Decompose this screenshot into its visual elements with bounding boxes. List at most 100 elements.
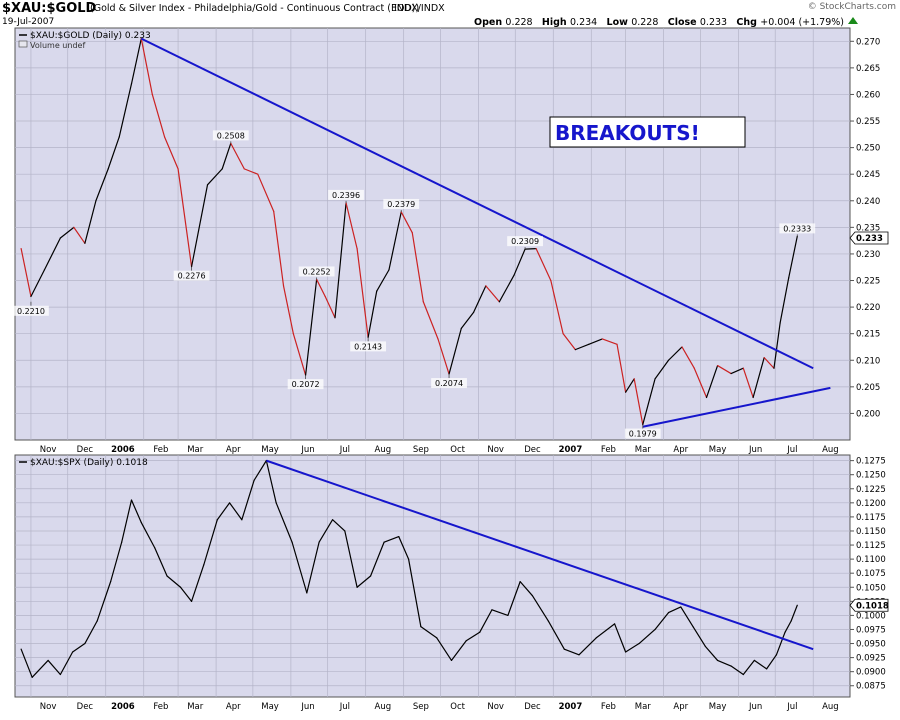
ratio-x-tick-label: Apr <box>673 702 688 712</box>
ratio-line-segment <box>563 648 580 656</box>
ratio-y-tick-label: 0.1275 <box>856 457 886 467</box>
ratio-line-segment <box>531 595 549 622</box>
open-value: 0.228 <box>505 17 533 28</box>
ratio-x-tick-label: Aug <box>375 702 392 712</box>
price-point-label: 0.2143 <box>354 342 382 351</box>
price-line-segment <box>107 136 120 170</box>
volume-swatch <box>18 40 28 48</box>
price-line-segment <box>535 248 552 282</box>
ratio-line-segment <box>59 651 74 676</box>
price-line-segment <box>448 327 462 375</box>
price-line-segment <box>588 338 603 345</box>
ratio-line-segment <box>479 609 493 633</box>
ratio-line-segment <box>704 645 719 662</box>
ratio-line-segment <box>450 640 467 662</box>
price-line-segment <box>221 142 232 170</box>
price-x-tick-label: 2006 <box>111 445 135 455</box>
price-line-segment <box>730 367 744 375</box>
price-x-tick-label: Feb <box>601 445 616 455</box>
price-line-segment <box>118 83 133 138</box>
price-point-label: 0.2252 <box>303 267 331 276</box>
price-x-tick-label: May <box>709 445 727 455</box>
price-line-segment <box>513 248 526 276</box>
ratio-y-tick-label: 0.1200 <box>856 499 886 509</box>
label-bg <box>507 236 543 247</box>
ratio-x-tick-label: Jun <box>300 702 314 712</box>
ratio-line-segment <box>595 623 616 639</box>
ratio-line-segment <box>491 609 509 616</box>
trendline <box>642 386 831 428</box>
price-x-tick-label: Jul <box>786 445 797 455</box>
price-x-tick-label: Sep <box>413 445 429 455</box>
ratio-y-tick-label: 0.1250 <box>856 471 886 481</box>
low-label: Low <box>606 17 628 28</box>
ratio-line-segment <box>753 659 768 670</box>
ratio-line-segment <box>578 637 597 656</box>
ratio-line-segment <box>241 479 255 521</box>
ratio-line-segment <box>436 637 453 662</box>
price-point-label: 0.2210 <box>17 307 45 316</box>
ratio-y-tick-label: 0.0975 <box>856 625 886 635</box>
ratio-y-tick-label: 0.0875 <box>856 682 886 692</box>
price-line-segment <box>190 184 209 268</box>
symbol-description: (Gold & Silver Index - Philadelphia/Gold… <box>90 3 420 14</box>
price-line-segment <box>472 285 487 314</box>
price-line-segment <box>485 285 500 303</box>
price-line-segment <box>752 357 765 399</box>
label-bg <box>624 428 661 439</box>
ratio-x-tick-label: Jun <box>748 702 762 712</box>
ratio-line-segment <box>31 659 49 678</box>
price-plot-area <box>14 27 851 441</box>
price-y-tick-label: 0.215 <box>856 330 880 340</box>
price-line-segment <box>422 301 439 340</box>
price-line-segment <box>316 278 326 298</box>
price-point-label: 0.2072 <box>292 380 320 389</box>
price-line-segment <box>376 269 390 292</box>
ratio-x-tick-label: Jul <box>339 702 350 712</box>
price-line-segment <box>177 168 193 268</box>
price-x-tick-label: Dec <box>524 445 541 455</box>
ratio-line-segment <box>344 530 358 588</box>
price-line-segment <box>151 93 166 138</box>
price-line-segment <box>411 232 424 303</box>
ratio-line-segment <box>775 631 786 656</box>
volume-legend-text: Volume undef <box>30 41 85 50</box>
ratio-y-tick-label: 0.1225 <box>856 485 886 495</box>
ratio-line-segment <box>369 541 385 577</box>
price-x-tick-label: Jul <box>339 445 350 455</box>
price-y-tick-label: 0.230 <box>856 250 880 260</box>
price-line-segment <box>73 226 86 244</box>
price-line-segment <box>667 346 683 361</box>
price-last-value-marker <box>849 231 889 245</box>
price-line-segment <box>773 322 781 369</box>
exchange-label: INDX/INDX <box>394 3 445 14</box>
ratio-x-tick-label: 2006 <box>111 702 135 712</box>
ratio-line-segment <box>667 606 682 614</box>
chart-date: 19-Jul-2007 <box>2 17 55 27</box>
trendline <box>140 37 814 370</box>
price-point-label: 0.2074 <box>435 379 463 388</box>
ratio-line-segment <box>20 648 33 678</box>
price-point-label: 0.2276 <box>178 272 206 281</box>
price-y-tick-label: 0.235 <box>856 223 880 233</box>
ratio-line-segment <box>110 541 123 583</box>
ratio-x-tick-label: May <box>261 702 279 712</box>
ratio-line-segment <box>766 654 778 670</box>
price-y-tick-label: 0.255 <box>856 117 880 127</box>
price-line-segment <box>304 278 318 376</box>
ratio-line-segment <box>507 581 521 616</box>
ratio-y-tick-label: 0.1100 <box>856 555 886 565</box>
price-line-segment <box>460 311 475 329</box>
price-line-segment <box>705 364 719 399</box>
label-bg <box>350 341 387 352</box>
ratio-line-segment <box>625 642 640 653</box>
ratio-legend-text: $XAU:$SPX (Daily) 0.1018 <box>30 458 148 468</box>
ratio-y-tick-label: 0.1075 <box>856 569 886 579</box>
price-line-segment <box>524 248 537 250</box>
ratio-line-segment <box>398 536 410 560</box>
ratio-line-segment <box>72 642 86 653</box>
price-line-segment <box>616 343 627 393</box>
price-x-tick-label: 2007 <box>559 445 583 455</box>
ohlc-readout: Open 0.228 High 0.234 Low 0.228 Close 0.… <box>474 17 850 28</box>
